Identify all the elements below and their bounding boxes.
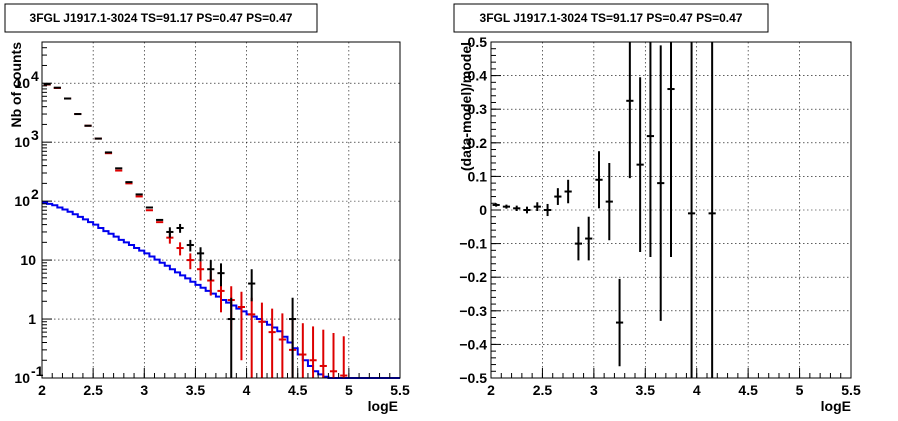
- residual-x-tick-label: 2.5: [533, 382, 553, 398]
- residual-point: [543, 203, 552, 217]
- model-point: [237, 291, 246, 361]
- residual-point: [636, 77, 644, 252]
- residual-x-axis-title: logE: [821, 398, 851, 414]
- counts-y-tick-exponent: 2: [31, 186, 39, 202]
- counts-y-tick-label: 10: [20, 252, 36, 268]
- model-point: [268, 308, 276, 378]
- residual-point: [585, 216, 593, 261]
- residual-y-tick-label: 0.5: [468, 34, 488, 50]
- model-point: [340, 336, 348, 378]
- counts-x-tick-label: 4.5: [288, 382, 308, 398]
- residual-y-axis-title: (data-model)/model: [458, 42, 474, 171]
- residual-x-tick-label: 4.5: [738, 382, 758, 398]
- residual-ticks: 2 2.5 3 3.5 4 4.5 5 5.5 −0.5 −0.4 −0.3 −0.2 −0.1 0 0.1…: [459, 34, 861, 398]
- model-point: [309, 326, 317, 378]
- data-point: [289, 297, 297, 378]
- residual-point: [554, 188, 562, 205]
- counts-y-tick-label: 10: [14, 134, 30, 150]
- model-point: [176, 242, 184, 256]
- residual-title-frame: [453, 3, 769, 33]
- residual-point: [667, 42, 675, 258]
- residual-point: [502, 204, 511, 209]
- residual-point: [615, 278, 624, 367]
- residual-point: [657, 45, 665, 321]
- counts-y-tick-exponent: 3: [31, 127, 39, 143]
- counts-title-box: 3FGL J1917.1-3024 TS=91.17 PS=0.47 PS=0.…: [4, 3, 318, 33]
- residual-x-tick-label: 3.5: [636, 382, 656, 398]
- residual-point: [626, 42, 634, 179]
- model-point: [329, 332, 338, 378]
- residual-x-tick-label: 2: [487, 382, 495, 398]
- residual-point: [492, 203, 500, 207]
- data-point: [186, 239, 194, 252]
- residual-point: [523, 206, 531, 214]
- residual-x-tick-label: 4: [693, 382, 701, 398]
- residual-y-tick-label: −0.5: [459, 370, 487, 386]
- residual-point: [687, 42, 696, 378]
- model-point: [299, 323, 307, 378]
- residual-y-tick-label: −0.2: [459, 269, 487, 285]
- residual-point: [595, 151, 603, 209]
- counts-x-tick-label: 3.5: [186, 382, 206, 398]
- residual-panel: 2 2.5 3 3.5 4 4.5 5 5.5 −0.5 −0.4 −0.3 −0.2 −0.1 0 0.1…: [453, 3, 861, 414]
- data-point: [176, 223, 184, 233]
- residual-x-tick-label: 5.5: [841, 382, 861, 398]
- counts-y-tick-label: 10: [14, 193, 30, 209]
- residual-title-box: 3FGL J1917.1-3024 TS=91.17 PS=0.47 PS=0.…: [453, 3, 769, 33]
- residual-point: [646, 42, 655, 258]
- counts-x-tick-label: 2: [38, 382, 46, 398]
- data-point: [217, 263, 225, 287]
- counts-x-axis-title: logE: [368, 398, 398, 414]
- residual-y-tick-label: 0: [479, 202, 487, 218]
- residual-y-tick-label: 0.3: [468, 101, 488, 117]
- residual-y-tick-label: −0.3: [459, 303, 487, 319]
- residual-point: [533, 202, 541, 212]
- model-point: [278, 313, 286, 378]
- data-point: [227, 297, 235, 378]
- residual-y-tick-label: 0.4: [468, 68, 488, 84]
- residual-x-tick-label: 3: [590, 382, 598, 398]
- counts-x-tick-label: 4: [243, 382, 251, 398]
- counts-title: 3FGL J1917.1-3024 TS=91.17 PS=0.47 PS=0.…: [30, 11, 293, 25]
- residual-x-tick-label: 5: [796, 382, 804, 398]
- counts-x-tick-label: 5.5: [390, 382, 410, 398]
- residual-point: [708, 42, 716, 378]
- model-point: [186, 253, 194, 270]
- data-point: [196, 247, 205, 262]
- data-point: [248, 269, 256, 302]
- residual-y-tick-label: −0.4: [459, 336, 487, 352]
- model-point: [196, 261, 205, 281]
- counts-grid: [42, 42, 400, 378]
- counts-plot-area: [42, 83, 400, 379]
- residual-point: [605, 162, 613, 241]
- counts-y-tick-exponent: -1: [31, 363, 44, 379]
- residual-plot-area: [492, 42, 716, 378]
- residual-point: [564, 179, 572, 204]
- residual-y-tick-label: 0.1: [468, 168, 488, 184]
- data-point: [207, 260, 215, 281]
- model-point: [319, 329, 327, 378]
- counts-plot-frame: [41, 41, 401, 379]
- residual-point: [574, 226, 583, 261]
- residual-y-tick-label: 0.2: [468, 135, 488, 151]
- counts-y-tick-exponent: 4: [31, 68, 39, 84]
- model-point: [248, 297, 256, 378]
- residual-point: [513, 205, 521, 212]
- residual-y-tick-label: −0.1: [459, 236, 487, 252]
- model-point: [258, 302, 266, 378]
- counts-y-tick-label: 1: [28, 311, 36, 327]
- counts-x-tick-label: 3: [140, 382, 148, 398]
- counts-x-tick-label: 2.5: [83, 382, 103, 398]
- counts-y-axis-title: Nb of counts: [8, 42, 24, 128]
- counts-x-tick-label: 5: [345, 382, 353, 398]
- residual-title: 3FGL J1917.1-3024 TS=91.17 PS=0.47 PS=0.…: [480, 11, 743, 25]
- counts-title-frame: [4, 3, 318, 33]
- counts-y-tick-label: 10: [14, 370, 30, 386]
- counts-y-tick-label: 10: [14, 75, 30, 91]
- data-point: [166, 227, 174, 238]
